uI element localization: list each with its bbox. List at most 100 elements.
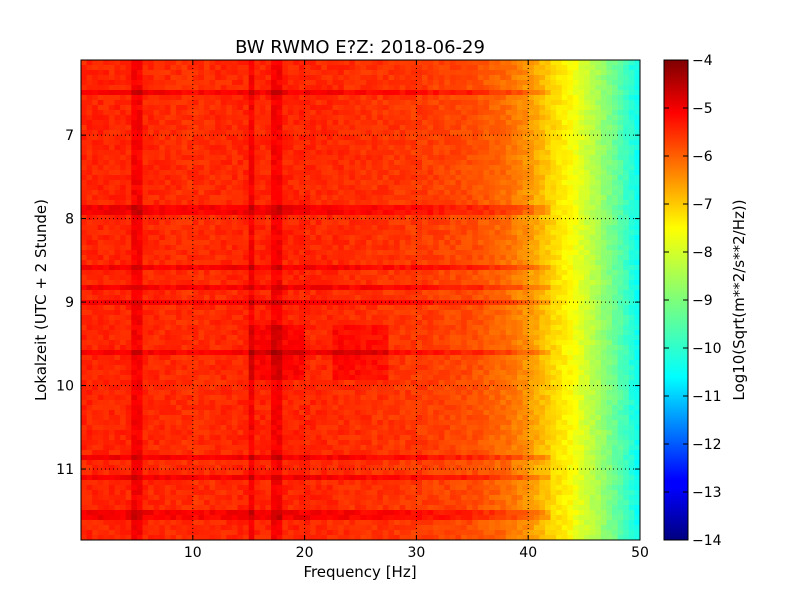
heatmap-cell [237,220,244,226]
heatmap-cell [209,65,216,71]
heatmap-cell [148,60,155,66]
heatmap-cell [600,110,608,116]
heatmap-cell [181,85,188,91]
heatmap-cell [321,280,328,286]
heatmap-cell [103,125,110,131]
heatmap-cell [181,290,188,296]
heatmap-cell [539,230,546,236]
heatmap-cell [544,160,552,166]
heatmap-cell [153,105,160,111]
heatmap-cell [382,145,390,151]
heatmap-cell [142,130,149,136]
heatmap-cell [617,280,624,286]
heatmap-cell [634,70,640,76]
heatmap-cell [461,270,468,276]
heatmap-cell [142,110,149,116]
heatmap-cell [494,200,501,206]
heatmap-cell [136,300,144,306]
heatmap-cell [282,165,289,171]
heatmap-cell [287,150,295,156]
heatmap-cell [226,185,233,191]
heatmap-cell [170,240,177,246]
heatmap-cell [187,65,194,71]
heatmap-cell [634,250,640,256]
heatmap-cell [215,210,222,216]
heatmap-cell [153,280,160,286]
heatmap-cell [567,90,574,96]
heatmap-cell [108,250,116,256]
heatmap-cell [533,285,540,291]
heatmap-cell [209,215,216,221]
heatmap-cell [544,65,552,71]
heatmap-cell [131,80,138,86]
heatmap-cell [500,180,507,186]
heatmap-cell [438,140,445,146]
heatmap-cell [366,220,373,226]
heatmap-cell [544,285,552,291]
heatmap-cell [310,285,317,291]
heatmap-cell [159,160,166,166]
heatmap-cell [159,80,166,86]
heatmap-cell [394,290,401,296]
heatmap-cell [321,100,328,106]
heatmap-cell [528,150,535,156]
heatmap-cell [522,120,529,126]
heatmap-cell [92,100,99,106]
heatmap-cell [606,180,613,186]
heatmap-cell [438,70,445,76]
heatmap-cell [606,80,613,86]
heatmap-cell [578,90,585,96]
heatmap-cell [125,175,132,181]
heatmap-cell [131,275,138,281]
heatmap-cell [522,290,529,296]
heatmap-cell [382,245,390,251]
heatmap-cell [354,220,362,226]
heatmap-cell [148,125,155,131]
heatmap-cell [97,105,104,111]
heatmap-cell [271,90,278,96]
heatmap-cell [421,195,429,201]
heatmap-cell [354,130,362,136]
heatmap-cell [120,145,127,151]
heatmap-cell [215,90,222,96]
heatmap-cell [125,190,132,196]
heatmap-cell [287,215,295,221]
heatmap-cell [338,260,345,266]
heatmap-cell [511,95,518,101]
heatmap-cell [226,205,233,211]
heatmap-cell [192,280,199,286]
heatmap-cell [192,270,199,276]
heatmap-cell [226,245,233,251]
heatmap-cell [556,265,563,271]
heatmap-cell [209,135,216,141]
heatmap-cell [81,280,88,286]
heatmap-cell [181,120,188,126]
heatmap-cell [483,275,490,281]
heatmap-cell [125,95,132,101]
heatmap-cell [399,200,406,206]
heatmap-cell [148,140,155,146]
heatmap-cell [517,175,524,181]
heatmap-cell [125,90,132,96]
heatmap-cell [623,170,630,176]
heatmap-cell [477,290,485,296]
heatmap-cell [343,115,350,121]
heatmap-cell [394,90,401,96]
heatmap-cell [164,220,172,226]
heatmap-cell [589,145,596,151]
heatmap-cell [556,90,563,96]
heatmap-cell [522,150,529,156]
heatmap-cell [332,145,339,151]
heatmap-cell [477,195,485,201]
heatmap-cell [181,230,188,236]
heatmap-cell [86,105,93,111]
heatmap-cell [410,75,417,81]
heatmap-cell [461,280,468,286]
heatmap-cell [388,230,395,236]
heatmap-cell [589,155,596,161]
heatmap-cell [371,90,378,96]
heatmap-cell [326,95,334,101]
heatmap-cell [97,200,104,206]
heatmap-cell [265,195,272,201]
heatmap-cell [517,225,524,231]
